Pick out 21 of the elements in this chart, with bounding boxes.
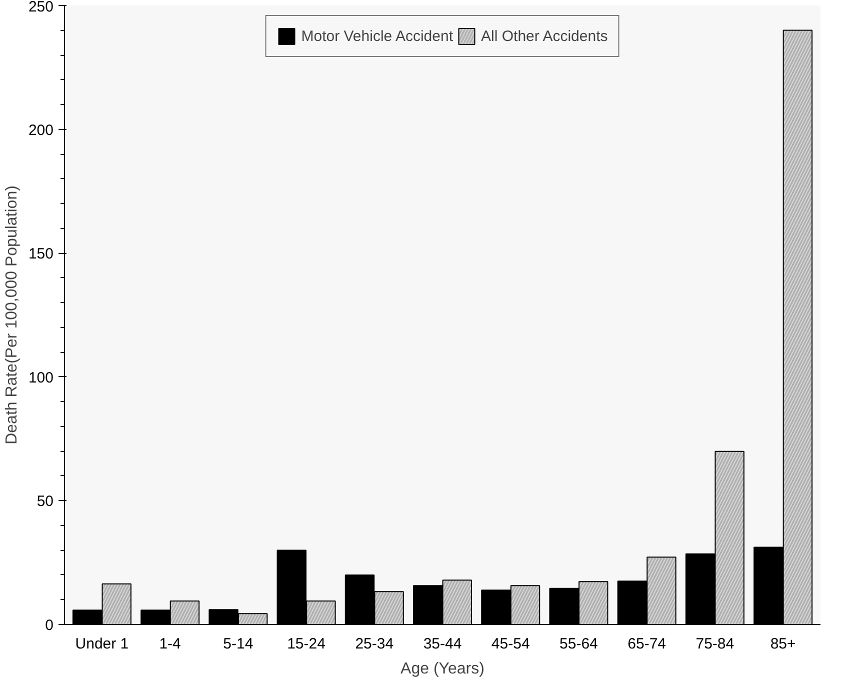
y-tick-label: 200 (28, 122, 54, 139)
x-tick-label: 35-44 (423, 636, 462, 652)
legend-label: Motor Vehicle Accident (301, 28, 454, 44)
y-tick-label: 150 (28, 246, 54, 263)
x-tick-label: 75-84 (696, 636, 734, 652)
y-tick-label: 50 (36, 493, 54, 510)
x-tick-label: 45-54 (491, 636, 530, 652)
x-tick-label: 25-34 (355, 636, 394, 652)
y-tick-label: 100 (28, 369, 54, 386)
legend-label: All Other Accidents (481, 28, 608, 44)
y-tick-label: 250 (28, 0, 54, 16)
x-tick-label: 5-14 (223, 636, 254, 652)
y-axis-title: Death Rate(Per 100,000 Population) (3, 186, 20, 444)
x-tick-label: 1-4 (159, 636, 181, 652)
x-axis-title: Age (Years) (400, 660, 484, 678)
x-tick-label: 15-24 (287, 636, 326, 652)
y-tick-label: 0 (45, 617, 54, 634)
x-tick-label: Under 1 (75, 636, 129, 652)
x-tick-label: 85+ (770, 636, 796, 652)
x-tick-label: 65-74 (628, 636, 666, 652)
x-tick-label: 55-64 (560, 636, 598, 652)
